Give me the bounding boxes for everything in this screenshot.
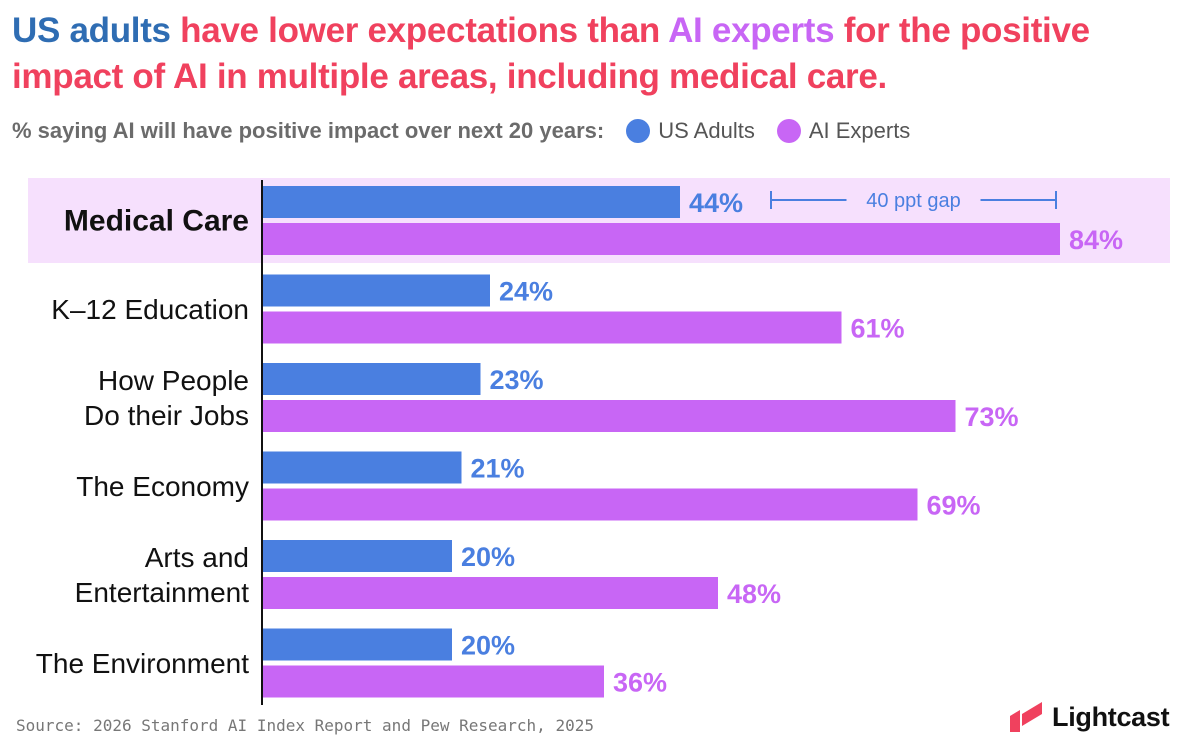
bar-ai-experts: [262, 488, 918, 521]
bar-us-adults: [262, 451, 462, 484]
gap-annotation-label: 40 ppt gap: [866, 190, 961, 212]
category-label: How People: [98, 365, 249, 396]
data-label-ai-experts: 69%: [927, 491, 981, 521]
bar-ai-experts: [262, 311, 842, 344]
bar-ai-experts: [262, 223, 1060, 255]
legend-label-us-adults: US Adults: [658, 118, 755, 143]
lightcast-logo-icon: [1010, 702, 1042, 732]
category-label: The Environment: [36, 648, 249, 679]
category-label: K–12 Education: [51, 294, 249, 325]
bar-ai-experts: [262, 400, 956, 432]
data-label-us-adults: 24%: [499, 277, 553, 307]
data-label-us-adults: 44%: [689, 188, 743, 218]
title-text-a: have lower expectations than: [170, 11, 669, 50]
legend-label-ai-experts: AI Experts: [808, 118, 911, 143]
title-ai-experts: AI experts: [668, 11, 835, 50]
data-label-ai-experts: 36%: [613, 668, 667, 698]
category-label: Medical Care: [64, 205, 249, 238]
category-label: Do their Jobs: [84, 400, 249, 431]
category-label: Entertainment: [75, 577, 250, 608]
legend-swatch-ai-experts: [776, 119, 801, 143]
data-label-ai-experts: 48%: [727, 579, 781, 609]
data-label-us-adults: 20%: [461, 542, 515, 572]
bar-ai-experts: [262, 577, 718, 609]
title-us-adults: US adults: [12, 11, 171, 50]
data-label-ai-experts: 73%: [965, 402, 1019, 432]
bar-us-adults: [262, 363, 481, 395]
source-note: Source: 2026 Stanford AI Index Report an…: [16, 716, 594, 735]
brand-name: Lightcast: [1052, 701, 1170, 732]
data-label-us-adults: 20%: [461, 631, 515, 661]
title-text-b: for the positive impact of AI in multipl…: [12, 11, 1090, 96]
legend-prefix: % saying AI will have positive impact ov…: [12, 118, 605, 143]
bar-ai-experts: [262, 665, 604, 698]
legend-item-ai-experts: AI Experts: [776, 118, 911, 144]
bar-us-adults: [262, 186, 680, 218]
legend: % saying AI will have positive impact ov…: [12, 114, 910, 148]
category-label: The Economy: [76, 471, 249, 502]
bar-us-adults: [262, 274, 490, 307]
category-label: Arts and: [145, 542, 249, 573]
chart-title: US adults have lower expectations than A…: [12, 8, 1192, 100]
data-label-us-adults: 21%: [471, 454, 525, 484]
bar-us-adults: [262, 540, 452, 572]
legend-item-us-adults: US Adults: [626, 118, 755, 144]
brand-logo: Lightcast: [1006, 700, 1170, 734]
legend-swatch-us-adults: [626, 119, 651, 143]
bar-us-adults: [262, 628, 452, 661]
data-label-ai-experts: 61%: [851, 314, 905, 344]
data-label-ai-experts: 84%: [1069, 225, 1123, 255]
data-label-us-adults: 23%: [490, 365, 544, 395]
